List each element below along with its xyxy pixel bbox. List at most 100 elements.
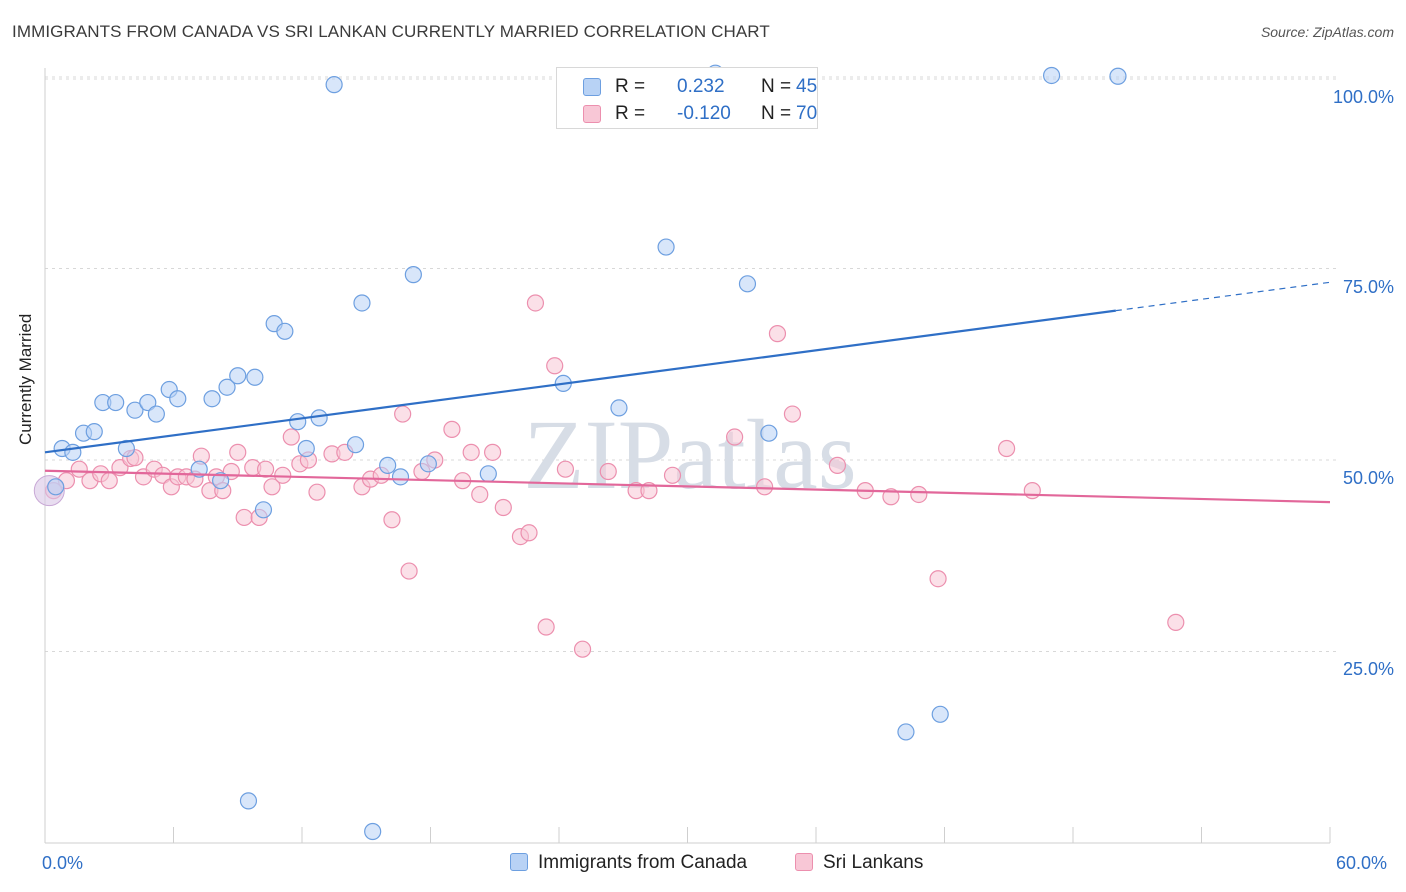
r-label: R = — [615, 103, 646, 124]
r-label: R = — [615, 76, 646, 97]
n-value: 70 — [796, 103, 818, 124]
data-point — [346, 436, 365, 454]
data-point — [760, 424, 778, 442]
data-point — [599, 462, 617, 481]
data-point — [297, 439, 315, 458]
n-value: 45 — [796, 76, 818, 97]
data-point — [276, 322, 294, 340]
data-point — [910, 485, 928, 504]
data-point — [931, 705, 949, 723]
source-label: Source: ZipAtlas.com — [1260, 24, 1394, 40]
watermark: ZIPatlas — [523, 399, 856, 510]
data-point — [526, 294, 545, 312]
data-point — [929, 570, 947, 588]
data-point — [239, 792, 258, 810]
data-point — [1109, 67, 1127, 85]
data-point — [494, 498, 512, 517]
data-point — [1167, 613, 1185, 631]
data-point — [1042, 66, 1061, 85]
data-point — [246, 368, 264, 386]
data-point — [325, 76, 343, 94]
n-label: N = — [761, 76, 792, 97]
data-point — [256, 460, 275, 478]
data-point — [64, 443, 82, 461]
data-point — [726, 428, 744, 446]
grid-lines — [45, 76, 1338, 652]
data-point — [190, 460, 208, 478]
trend-line-canada-extension — [1115, 281, 1331, 312]
data-point — [462, 443, 480, 461]
bottom-legend-canada: Immigrants from Canada — [510, 852, 747, 874]
data-point — [70, 460, 88, 478]
data-point — [768, 325, 787, 343]
data-point — [882, 488, 900, 506]
x-tick-label-min: 0.0% — [42, 853, 84, 873]
trend-line-sri-lankans — [44, 469, 1331, 504]
r-value: -0.120 — [677, 103, 731, 124]
data-point — [471, 485, 489, 504]
data-point — [235, 508, 253, 527]
data-point — [520, 524, 538, 542]
data-point — [897, 723, 915, 741]
trend-line-canada — [44, 309, 1116, 454]
data-point — [657, 238, 675, 256]
data-point — [229, 443, 247, 461]
legend-label: Immigrants from Canada — [538, 852, 748, 873]
data-point — [663, 466, 682, 484]
data-point — [443, 420, 461, 438]
legend-swatch-pink — [795, 853, 813, 871]
data-point — [537, 618, 555, 636]
data-point — [308, 483, 326, 501]
data-point — [107, 393, 125, 412]
legend-swatch-blue — [510, 853, 528, 871]
data-point — [126, 401, 144, 419]
data-point — [383, 511, 401, 529]
data-point — [47, 478, 65, 496]
data-point — [218, 378, 236, 396]
data-point — [379, 456, 397, 474]
stats-legend: R = 0.232 N = 45 R = -0.120 N = 70 — [556, 67, 818, 129]
data-point — [394, 405, 412, 423]
data-point — [263, 478, 281, 496]
data-point — [610, 399, 628, 417]
data-point — [828, 456, 847, 474]
data-point — [400, 562, 418, 580]
y-tick-label: 100.0% — [1332, 87, 1394, 107]
y-tick-label: 25.0% — [1342, 659, 1394, 679]
data-point — [484, 443, 502, 461]
data-point — [254, 501, 273, 519]
data-point — [998, 439, 1016, 458]
bottom-legend-sri-lankans: Sri Lankans — [795, 852, 923, 874]
data-point — [479, 465, 497, 483]
data-point — [391, 468, 410, 486]
y-tick-label: 75.0% — [1342, 277, 1394, 297]
series-sri-lankans — [33, 294, 1185, 658]
data-point — [289, 413, 307, 431]
data-point — [546, 357, 564, 375]
n-label: N = — [761, 103, 792, 124]
data-point — [282, 428, 300, 446]
data-point — [556, 460, 575, 478]
y-tick-label: 50.0% — [1342, 468, 1394, 488]
data-point — [738, 275, 757, 293]
legend-swatch-blue — [583, 78, 601, 96]
data-point — [353, 294, 371, 312]
data-point — [85, 423, 103, 441]
y-axis-title: Currently Married — [16, 313, 35, 445]
data-point — [139, 393, 157, 412]
data-point — [147, 405, 165, 423]
data-point — [229, 367, 247, 385]
data-point — [203, 390, 221, 408]
trend-lines — [44, 281, 1331, 504]
r-value: 0.232 — [677, 76, 725, 97]
data-point — [169, 390, 187, 408]
x-tick-label-max: 60.0% — [1336, 853, 1388, 873]
legend-swatch-pink — [583, 105, 601, 123]
data-point — [404, 266, 422, 284]
data-point — [1023, 482, 1041, 500]
data-point — [783, 405, 802, 423]
data-point — [755, 478, 774, 496]
data-point — [364, 822, 382, 841]
axes — [44, 68, 1331, 844]
